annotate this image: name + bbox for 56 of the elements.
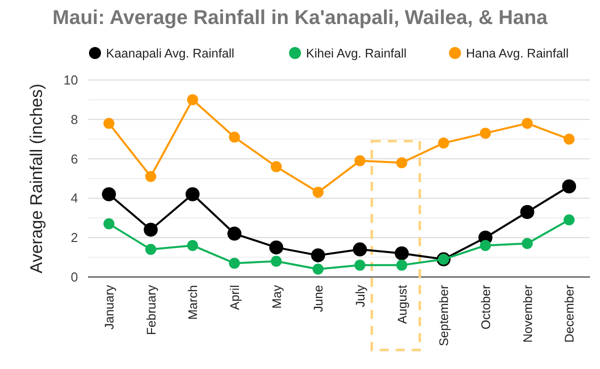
- x-tick-label: January: [102, 284, 116, 330]
- point: [520, 204, 534, 219]
- y-tick-label: 6: [70, 151, 78, 166]
- x-tick-label: June: [312, 284, 326, 312]
- x-tick-label: April: [228, 285, 242, 310]
- point: [270, 256, 282, 267]
- point: [187, 240, 198, 251]
- y-tick-label: 8: [70, 112, 78, 127]
- point: [396, 157, 408, 168]
- point: [562, 179, 576, 194]
- point: [187, 94, 198, 106]
- point: [102, 187, 116, 202]
- point: [564, 214, 575, 226]
- point: [270, 161, 282, 172]
- x-tick-label: August: [395, 284, 410, 324]
- point: [438, 138, 450, 149]
- point: [227, 226, 242, 241]
- legend-label: Kihei Avg. Rainfall: [306, 46, 407, 60]
- point: [354, 155, 366, 166]
- y-axis-title: Average Rainfall (inches): [27, 84, 46, 274]
- chart-title: Maui: Average Rainfall in Ka'anapali, Wailea, & Hana: [52, 7, 548, 29]
- point: [186, 187, 200, 202]
- x-tick-label: October: [478, 285, 493, 330]
- point: [564, 134, 575, 145]
- x-tick-label: February: [144, 284, 158, 336]
- y-tick-label: 0: [70, 270, 78, 284]
- x-tick-label: November: [520, 285, 535, 343]
- point: [228, 132, 240, 143]
- y-tick-label: 2: [70, 230, 78, 246]
- point: [311, 248, 326, 262]
- point: [103, 218, 114, 230]
- point: [269, 240, 284, 254]
- point: [145, 171, 156, 182]
- point: [394, 246, 409, 260]
- x-tick-label: July: [353, 284, 368, 308]
- point: [480, 240, 491, 251]
- point: [228, 258, 240, 269]
- point: [522, 118, 533, 129]
- point: [144, 222, 158, 237]
- point: [396, 260, 408, 271]
- point: [103, 118, 114, 129]
- legend-label: Hana Avg. Rainfall: [466, 46, 569, 60]
- y-tick-label: 10: [64, 72, 78, 88]
- point: [354, 260, 366, 271]
- x-tick-label: September: [437, 285, 452, 346]
- point: [312, 264, 324, 275]
- x-tick-label: December: [562, 285, 577, 343]
- point: [312, 186, 324, 198]
- point: [522, 238, 533, 250]
- x-tick-label: May: [270, 284, 284, 309]
- legend-label: Kaanapali Avg. Rainfall: [106, 46, 234, 60]
- point: [352, 242, 367, 256]
- y-tick-label: 4: [70, 190, 78, 206]
- x-tick-label: March: [186, 284, 200, 320]
- point: [145, 244, 156, 255]
- point: [480, 128, 491, 139]
